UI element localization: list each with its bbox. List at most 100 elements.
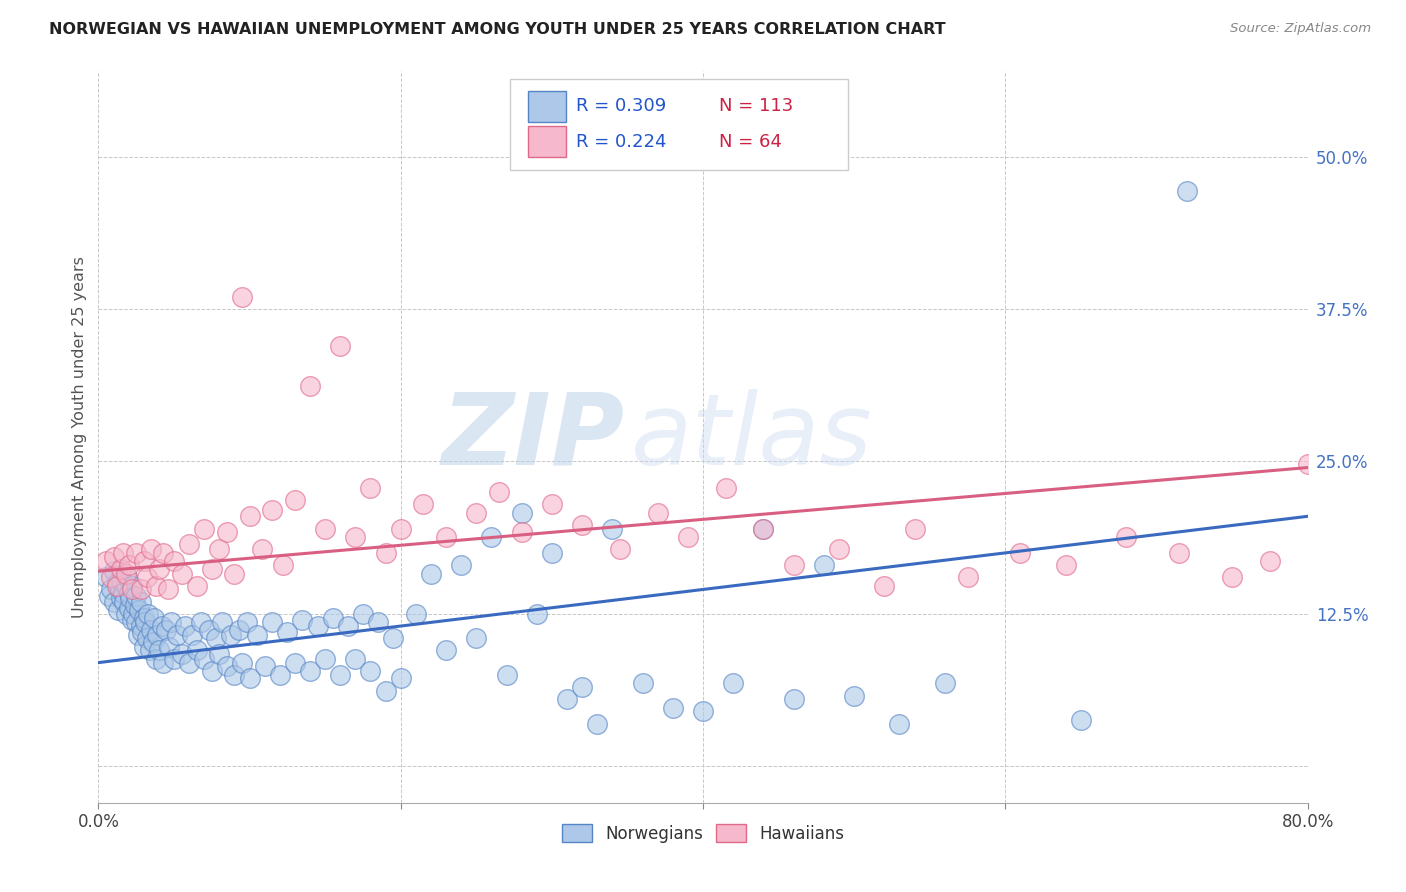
- Point: [179, 537, 201, 551]
- Point: [108, 582, 131, 597]
- Text: NORWEGIAN VS HAWAIIAN UNEMPLOYMENT AMONG YOUTH UNDER 25 YEARS CORRELATION CHART: NORWEGIAN VS HAWAIIAN UNEMPLOYMENT AMONG…: [49, 22, 946, 37]
- Point: [360, 664, 382, 678]
- Point: [526, 607, 548, 621]
- Point: [205, 632, 228, 646]
- Point: [481, 530, 503, 544]
- Point: [181, 627, 204, 641]
- Point: [94, 570, 117, 584]
- Point: [145, 579, 167, 593]
- Point: [118, 558, 141, 573]
- Point: [586, 716, 609, 731]
- Point: [201, 562, 224, 576]
- Point: [134, 615, 156, 630]
- Point: [112, 594, 135, 608]
- Point: [148, 562, 170, 576]
- Point: [602, 521, 624, 535]
- Point: [193, 652, 215, 666]
- Point: [221, 627, 243, 641]
- Point: [889, 716, 911, 731]
- Point: [828, 542, 851, 557]
- Point: [141, 623, 163, 637]
- Point: [284, 493, 307, 508]
- Point: [904, 521, 927, 535]
- Point: [193, 521, 215, 535]
- Point: [122, 607, 145, 621]
- Point: [1168, 546, 1191, 560]
- Point: [647, 506, 669, 520]
- Point: [94, 554, 117, 568]
- Point: [1220, 570, 1243, 584]
- Point: [110, 574, 132, 588]
- Point: [125, 615, 148, 630]
- Point: [148, 643, 170, 657]
- Point: [136, 607, 159, 621]
- Point: [190, 615, 212, 630]
- Point: [118, 600, 141, 615]
- Point: [231, 656, 253, 670]
- Point: [118, 586, 141, 600]
- Text: Source: ZipAtlas.com: Source: ZipAtlas.com: [1230, 22, 1371, 36]
- Point: [873, 579, 896, 593]
- Point: [813, 558, 835, 573]
- Point: [661, 700, 683, 714]
- Point: [336, 619, 359, 633]
- Point: [344, 530, 367, 544]
- Point: [159, 640, 181, 654]
- Point: [121, 582, 143, 597]
- Point: [555, 692, 578, 706]
- Point: [540, 546, 562, 560]
- Point: [186, 579, 208, 593]
- Point: [142, 635, 165, 649]
- Point: [103, 594, 125, 608]
- Point: [510, 506, 533, 520]
- Point: [239, 672, 262, 686]
- Point: [314, 521, 336, 535]
- Point: [215, 525, 238, 540]
- Point: [239, 509, 262, 524]
- Point: [367, 615, 389, 630]
- Point: [110, 562, 132, 576]
- Point: [105, 576, 128, 591]
- Legend: Norwegians, Hawaiians: Norwegians, Hawaiians: [555, 818, 851, 849]
- Point: [307, 619, 329, 633]
- Point: [571, 517, 593, 532]
- Point: [374, 683, 396, 698]
- Point: [114, 579, 136, 593]
- Point: [314, 652, 336, 666]
- Point: [360, 481, 382, 495]
- Point: [276, 625, 298, 640]
- Point: [124, 599, 146, 613]
- Text: N = 64: N = 64: [718, 133, 782, 151]
- Point: [186, 643, 208, 657]
- Point: [329, 667, 352, 681]
- Point: [262, 615, 284, 630]
- Point: [152, 546, 174, 560]
- Point: [208, 647, 231, 661]
- Text: atlas: atlas: [630, 389, 872, 485]
- Point: [163, 554, 186, 568]
- Point: [1115, 530, 1137, 544]
- Text: N = 113: N = 113: [718, 97, 793, 115]
- Point: [143, 610, 166, 624]
- Point: [389, 672, 412, 686]
- Point: [156, 582, 179, 597]
- Point: [197, 623, 219, 637]
- Point: [224, 566, 246, 581]
- Text: ZIP: ZIP: [441, 389, 624, 485]
- Point: [269, 667, 291, 681]
- Point: [215, 659, 238, 673]
- Point: [405, 607, 427, 621]
- Point: [173, 619, 195, 633]
- Y-axis label: Unemployment Among Youth under 25 years: Unemployment Among Youth under 25 years: [72, 256, 87, 618]
- Point: [139, 643, 162, 657]
- Point: [434, 643, 457, 657]
- Point: [129, 619, 152, 633]
- Point: [450, 558, 472, 573]
- Point: [253, 659, 276, 673]
- Point: [141, 542, 163, 557]
- Point: [752, 521, 775, 535]
- Point: [111, 586, 134, 600]
- Point: [382, 632, 405, 646]
- Point: [389, 521, 412, 535]
- Point: [609, 542, 631, 557]
